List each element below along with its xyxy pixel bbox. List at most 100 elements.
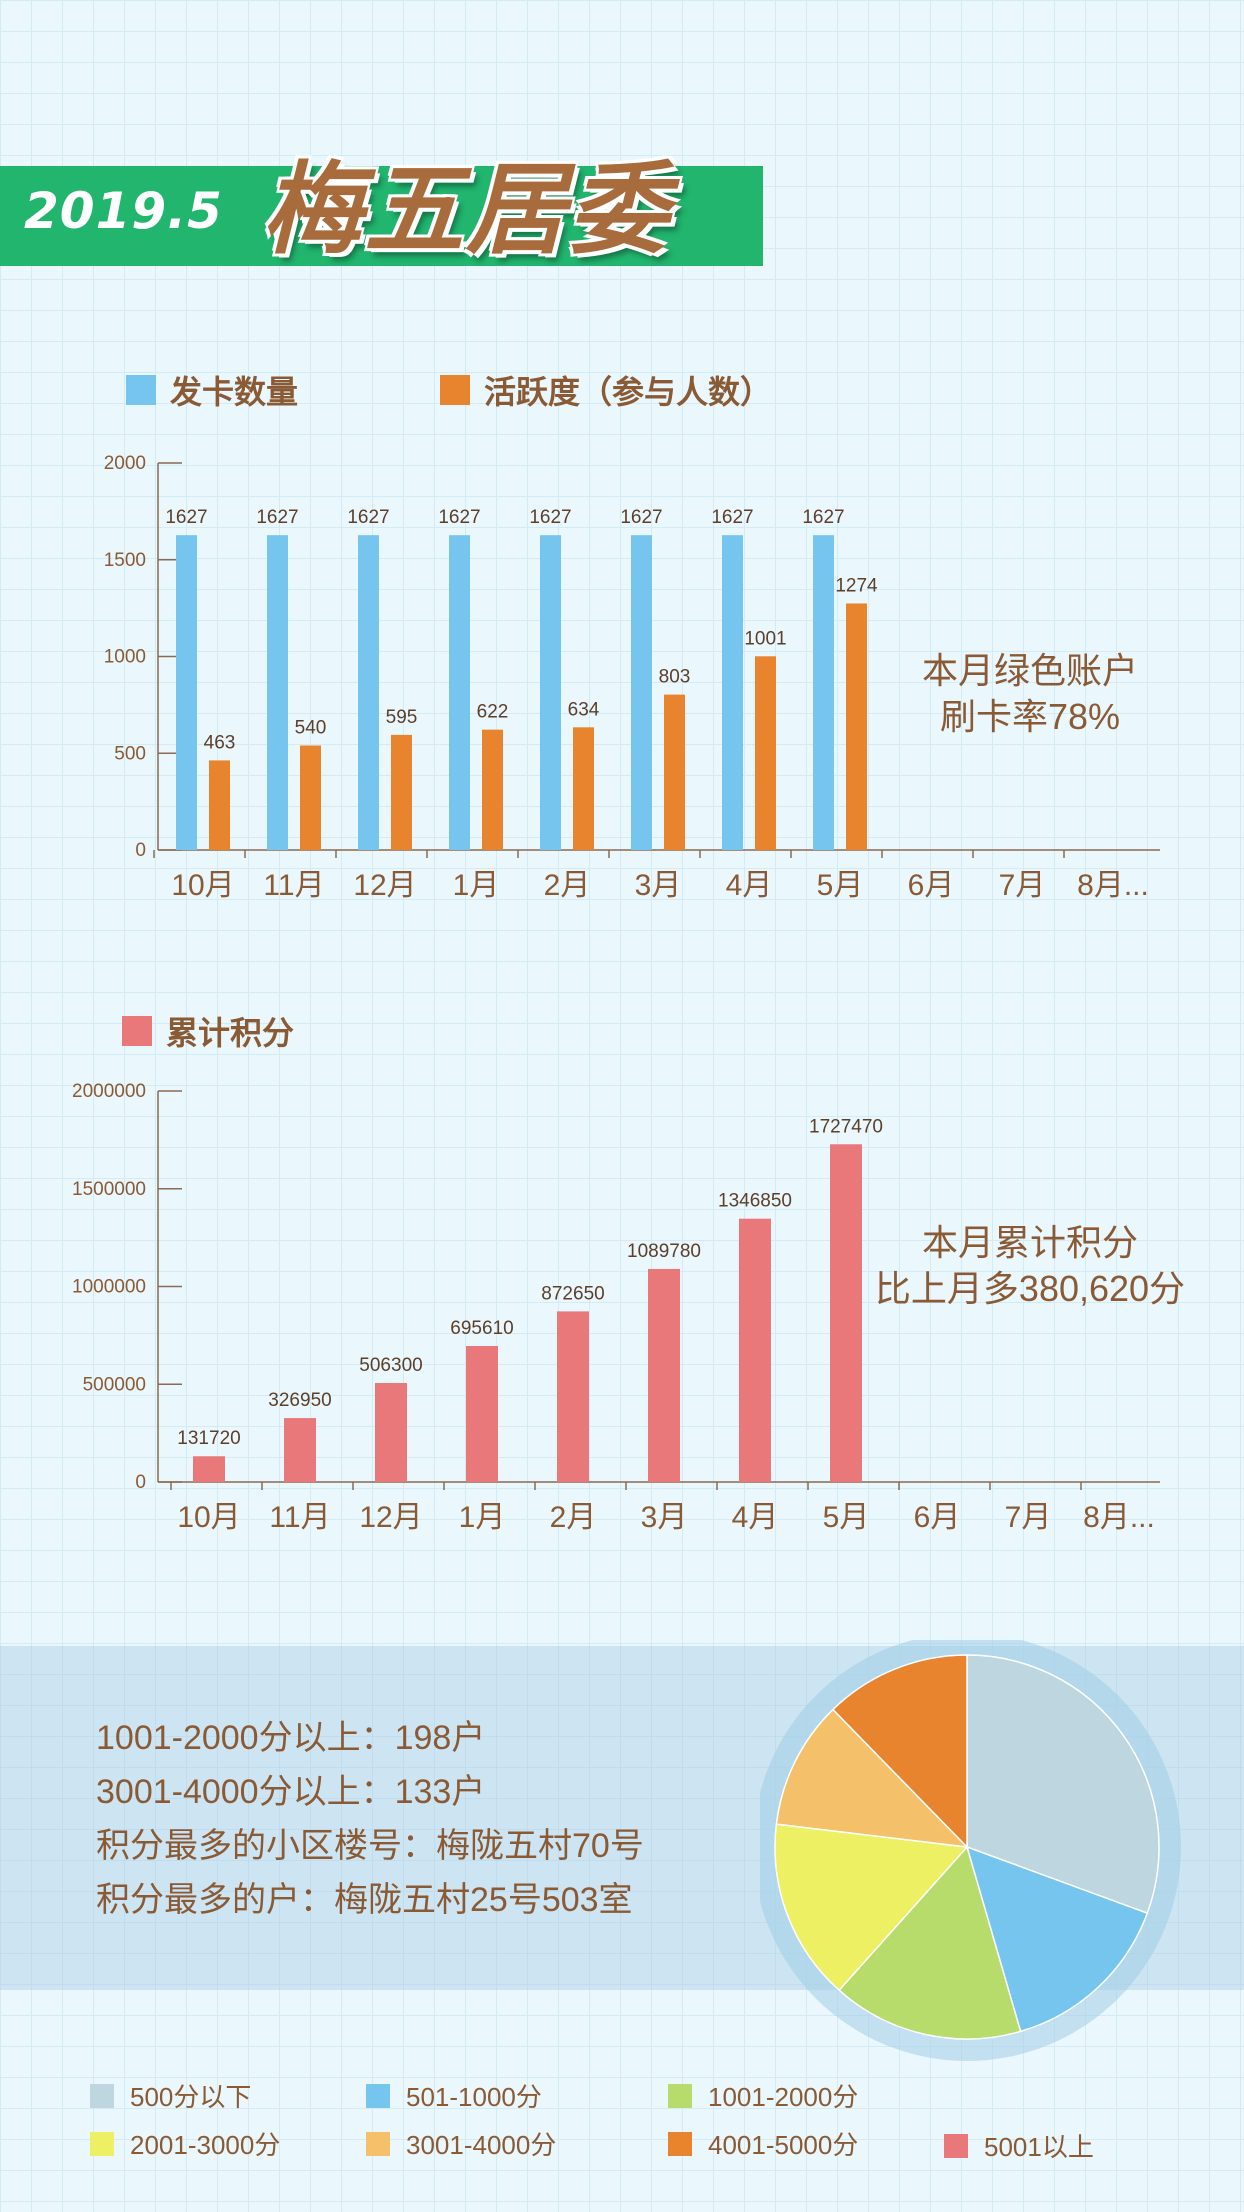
x-tick-label: 6月 <box>914 1501 961 1534</box>
y-tick-label: 500 <box>114 743 146 764</box>
x-tick-label: 1月 <box>459 1501 506 1534</box>
bar-value-label: 1727470 <box>809 1116 883 1137</box>
bar-value-label: 1627 <box>529 507 571 528</box>
bar-b <box>482 729 503 850</box>
bar-a <box>358 535 379 850</box>
stats-line-4: 积分最多的户：梅陇五村25号503室 <box>96 1881 633 1919</box>
bar-b <box>209 760 230 850</box>
pie-legend-swatch <box>366 2131 390 2156</box>
report-date: 2019.5 <box>24 182 223 240</box>
pie-slice <box>831 1654 968 1849</box>
bar-a <box>739 1218 771 1482</box>
bar-value-label: 1627 <box>620 507 662 528</box>
bar-value-label: 595 <box>386 707 418 728</box>
bar-b <box>846 603 867 850</box>
bar-a <box>449 535 470 850</box>
bar-value-label: 506300 <box>359 1355 422 1376</box>
bar-a <box>648 1268 680 1482</box>
bar-value-label: 1627 <box>438 507 480 528</box>
bar-a <box>722 535 743 850</box>
x-tick-label: 3月 <box>641 1501 688 1534</box>
x-tick-label: 2月 <box>544 869 591 902</box>
y-tick-label: 1000000 <box>72 1277 146 1298</box>
stats-line-3: 积分最多的小区楼号：梅陇五村70号 <box>96 1827 644 1865</box>
x-tick-label: 8月... <box>1083 1501 1155 1534</box>
chart1-note-line1: 本月绿色账户 <box>921 650 1138 691</box>
legend-swatch-cards <box>126 375 156 405</box>
pie-slice <box>838 1845 1022 2040</box>
x-tick-label: 4月 <box>726 869 773 902</box>
chart2-note-line2: 比上月多380,620分 <box>874 1268 1186 1309</box>
x-tick-label: 10月 <box>177 1501 240 1534</box>
bar-value-label: 463 <box>204 732 236 753</box>
bar-b <box>300 745 321 850</box>
legend-label-points: 累计积分 <box>166 1015 295 1051</box>
bar-value-label: 1627 <box>802 507 844 528</box>
x-tick-label: 7月 <box>999 869 1046 902</box>
bar-value-label: 1089780 <box>627 1241 701 1262</box>
legend-item-cards: 发卡数量 <box>126 367 298 413</box>
bar-value-label: 1346850 <box>718 1191 792 1212</box>
pie-slice <box>774 1823 969 1992</box>
pie-slice <box>965 1845 1149 2033</box>
bar-b <box>755 656 776 850</box>
pie-legend-swatch <box>668 2083 692 2108</box>
pie-legend-label: 5001以上 <box>984 2132 1094 2162</box>
pie-legend-swatch <box>668 2131 692 2156</box>
bar-value-label: 131720 <box>177 1428 240 1449</box>
bar-value-label: 1627 <box>165 507 207 528</box>
bar-b <box>391 734 412 850</box>
legend-label-activity: 活跃度（参与人数） <box>484 374 773 410</box>
x-tick-label: 8月... <box>1077 869 1149 902</box>
bar-value-label: 1274 <box>835 575 878 596</box>
pie-legend-swatch <box>944 2133 968 2158</box>
x-tick-label: 2月 <box>550 1501 597 1534</box>
legend-item-points: 累计积分 <box>122 1008 294 1054</box>
bar-chart-cards-activity: 0 500 1000 1500 2000 1627 463 10月 1627 540 11月 1627… <box>104 453 1160 902</box>
bar-chart-cumulative-points: 0 500000 1000000 1500000 2000000 131720 10月 326… <box>72 1081 1160 1534</box>
bar-value-label: 803 <box>659 667 691 688</box>
x-tick-label: 5月 <box>817 869 864 902</box>
legend-swatch-activity <box>440 375 470 405</box>
x-tick-label: 12月 <box>359 1501 422 1534</box>
bar-a <box>631 535 652 850</box>
pie-legend-label: 3001-4000分 <box>406 2130 557 2160</box>
bar-a <box>176 535 197 850</box>
bar-value-label: 1001 <box>744 628 786 649</box>
bar-value-label: 634 <box>568 699 600 720</box>
pie-legend-label: 501-1000分 <box>406 2082 542 2112</box>
bar-value-label: 622 <box>477 702 509 723</box>
chart1-note-line2: 刷卡率78% <box>939 696 1121 737</box>
pie-legend-item: 501-1000分 <box>366 2077 542 2114</box>
chart2-note-line1: 本月累计积分 <box>921 1222 1138 1263</box>
pie-legend-item: 3001-4000分 <box>366 2125 556 2162</box>
y-tick-label: 1500000 <box>72 1179 146 1200</box>
y-tick-label: 0 <box>135 840 146 861</box>
bar-a <box>193 1456 225 1482</box>
bar-a <box>284 1418 316 1482</box>
y-tick-label: 0 <box>135 1472 146 1493</box>
pie-legend-swatch <box>90 2083 114 2108</box>
pie-slice <box>775 1708 970 1848</box>
bar-value-label: 872650 <box>541 1283 604 1304</box>
chart1-note: 本月绿色账户 刷卡率78% <box>860 648 1200 740</box>
x-tick-label: 10月 <box>171 869 234 902</box>
pie-legend-label: 500分以下 <box>130 2082 252 2112</box>
pie-legend-item: 4001-5000分 <box>668 2125 858 2162</box>
legend-swatch-points <box>122 1016 152 1046</box>
pie-legend-label: 4001-5000分 <box>708 2130 859 2160</box>
y-tick-label: 500000 <box>83 1374 146 1395</box>
bar-a <box>813 535 834 850</box>
x-tick-label: 5月 <box>823 1501 870 1534</box>
bar-value-label: 1627 <box>347 507 389 528</box>
x-tick-label: 7月 <box>1005 1501 1052 1534</box>
y-tick-label: 1000 <box>104 647 146 668</box>
pie-slice <box>966 1654 1160 1915</box>
legend-item-activity: 活跃度（参与人数） <box>440 367 772 413</box>
pie-legend-item: 1001-2000分 <box>668 2077 858 2114</box>
page-title: 梅五居委 <box>262 151 670 268</box>
pie-legend-item: 2001-3000分 <box>90 2125 280 2162</box>
pie-legend-swatch <box>90 2131 114 2156</box>
bar-a <box>375 1383 407 1482</box>
x-tick-label: 4月 <box>732 1501 779 1534</box>
